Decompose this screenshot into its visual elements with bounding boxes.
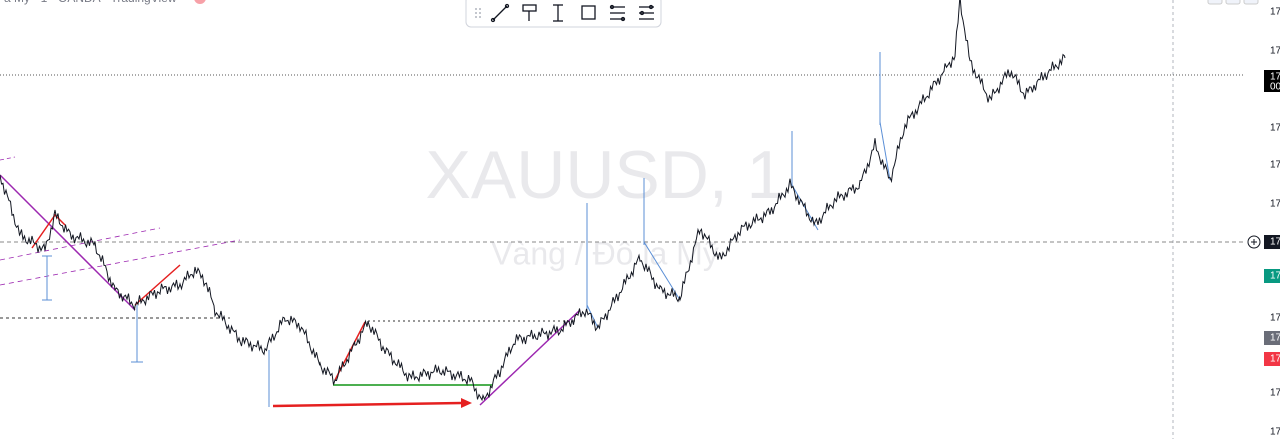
horizontal-ray-tool[interactable] [522, 4, 537, 21]
price-axis-label: 17 [1270, 199, 1280, 210]
watermark-symbol: XAUUSD, 1 [426, 137, 785, 213]
settings-tool[interactable] [639, 4, 654, 20]
price-axis-label: 17 [1270, 388, 1280, 399]
price-candles [0, 0, 1066, 402]
scale-button[interactable] [1243, 0, 1259, 5]
red-arrow-head [461, 398, 472, 408]
price-axis [1245, 0, 1280, 439]
badge-text: 17 [1270, 271, 1280, 282]
vertical-measures [42, 52, 891, 407]
channel-line [0, 239, 241, 286]
badge-text: 17 [1270, 237, 1280, 248]
scale-button[interactable] [1207, 0, 1223, 5]
symbol-header: à Mỹ · 1 · OANDA · TradingView [4, 0, 177, 5]
trend-line [479, 309, 581, 406]
header-dot [194, 0, 206, 4]
price-range-tool[interactable] [553, 4, 563, 22]
price-axis-label: 17 [1270, 123, 1280, 134]
red-leg [31, 213, 66, 249]
badge-text: 00 [1270, 82, 1280, 93]
watermark-description: Vàng / Đô la Mỹ [491, 235, 719, 271]
price-axis-label: 17 [1270, 7, 1280, 18]
price-axis-label: 17 [1270, 160, 1280, 171]
last-price-badge [1264, 70, 1280, 92]
price-axis-label: 17 [1270, 313, 1280, 324]
price-axis-label: 17 [1270, 427, 1280, 438]
add-alert-button[interactable] [1247, 235, 1261, 249]
badge-text: 17 [1270, 333, 1280, 344]
red-leg [134, 264, 181, 306]
red-arrow [272, 401, 463, 408]
channel-line [0, 227, 161, 261]
price-axis-label: 17 [1270, 46, 1280, 57]
badge-text: 17 [1270, 72, 1280, 83]
green-badge [1264, 269, 1280, 283]
badge-text: 17 [1270, 354, 1280, 365]
channel-line [0, 156, 16, 161]
fib-tool[interactable] [609, 4, 626, 22]
trend-line [0, 174, 136, 311]
gray-badge [1264, 331, 1280, 345]
crosshair-badge [1264, 235, 1280, 249]
rectangle-tool[interactable] [581, 5, 596, 20]
red-badge [1264, 352, 1280, 366]
trend-line-tool[interactable] [490, 3, 510, 23]
scale-button[interactable] [1225, 0, 1241, 5]
drawing-toolbar [465, 0, 662, 28]
